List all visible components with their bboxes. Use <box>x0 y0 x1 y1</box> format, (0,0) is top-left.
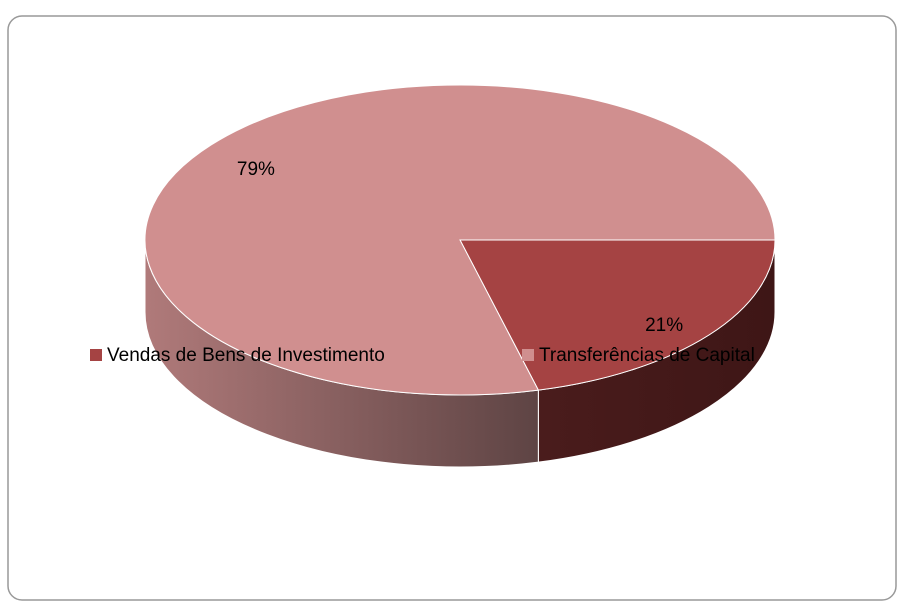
data-label: 21% <box>645 315 683 336</box>
legend-swatch <box>90 349 102 361</box>
data-label: 79% <box>237 159 275 180</box>
slice <box>459 239 776 391</box>
slice <box>144 84 776 396</box>
legend-label: Transferências de Capital <box>539 345 755 366</box>
legend-label: Vendas de Bens de Investimento <box>107 345 385 366</box>
legend-swatch <box>522 349 534 361</box>
legend: Vendas de Bens de Investimento Transferên… <box>90 345 755 366</box>
pie: 21% 79% <box>144 84 776 468</box>
